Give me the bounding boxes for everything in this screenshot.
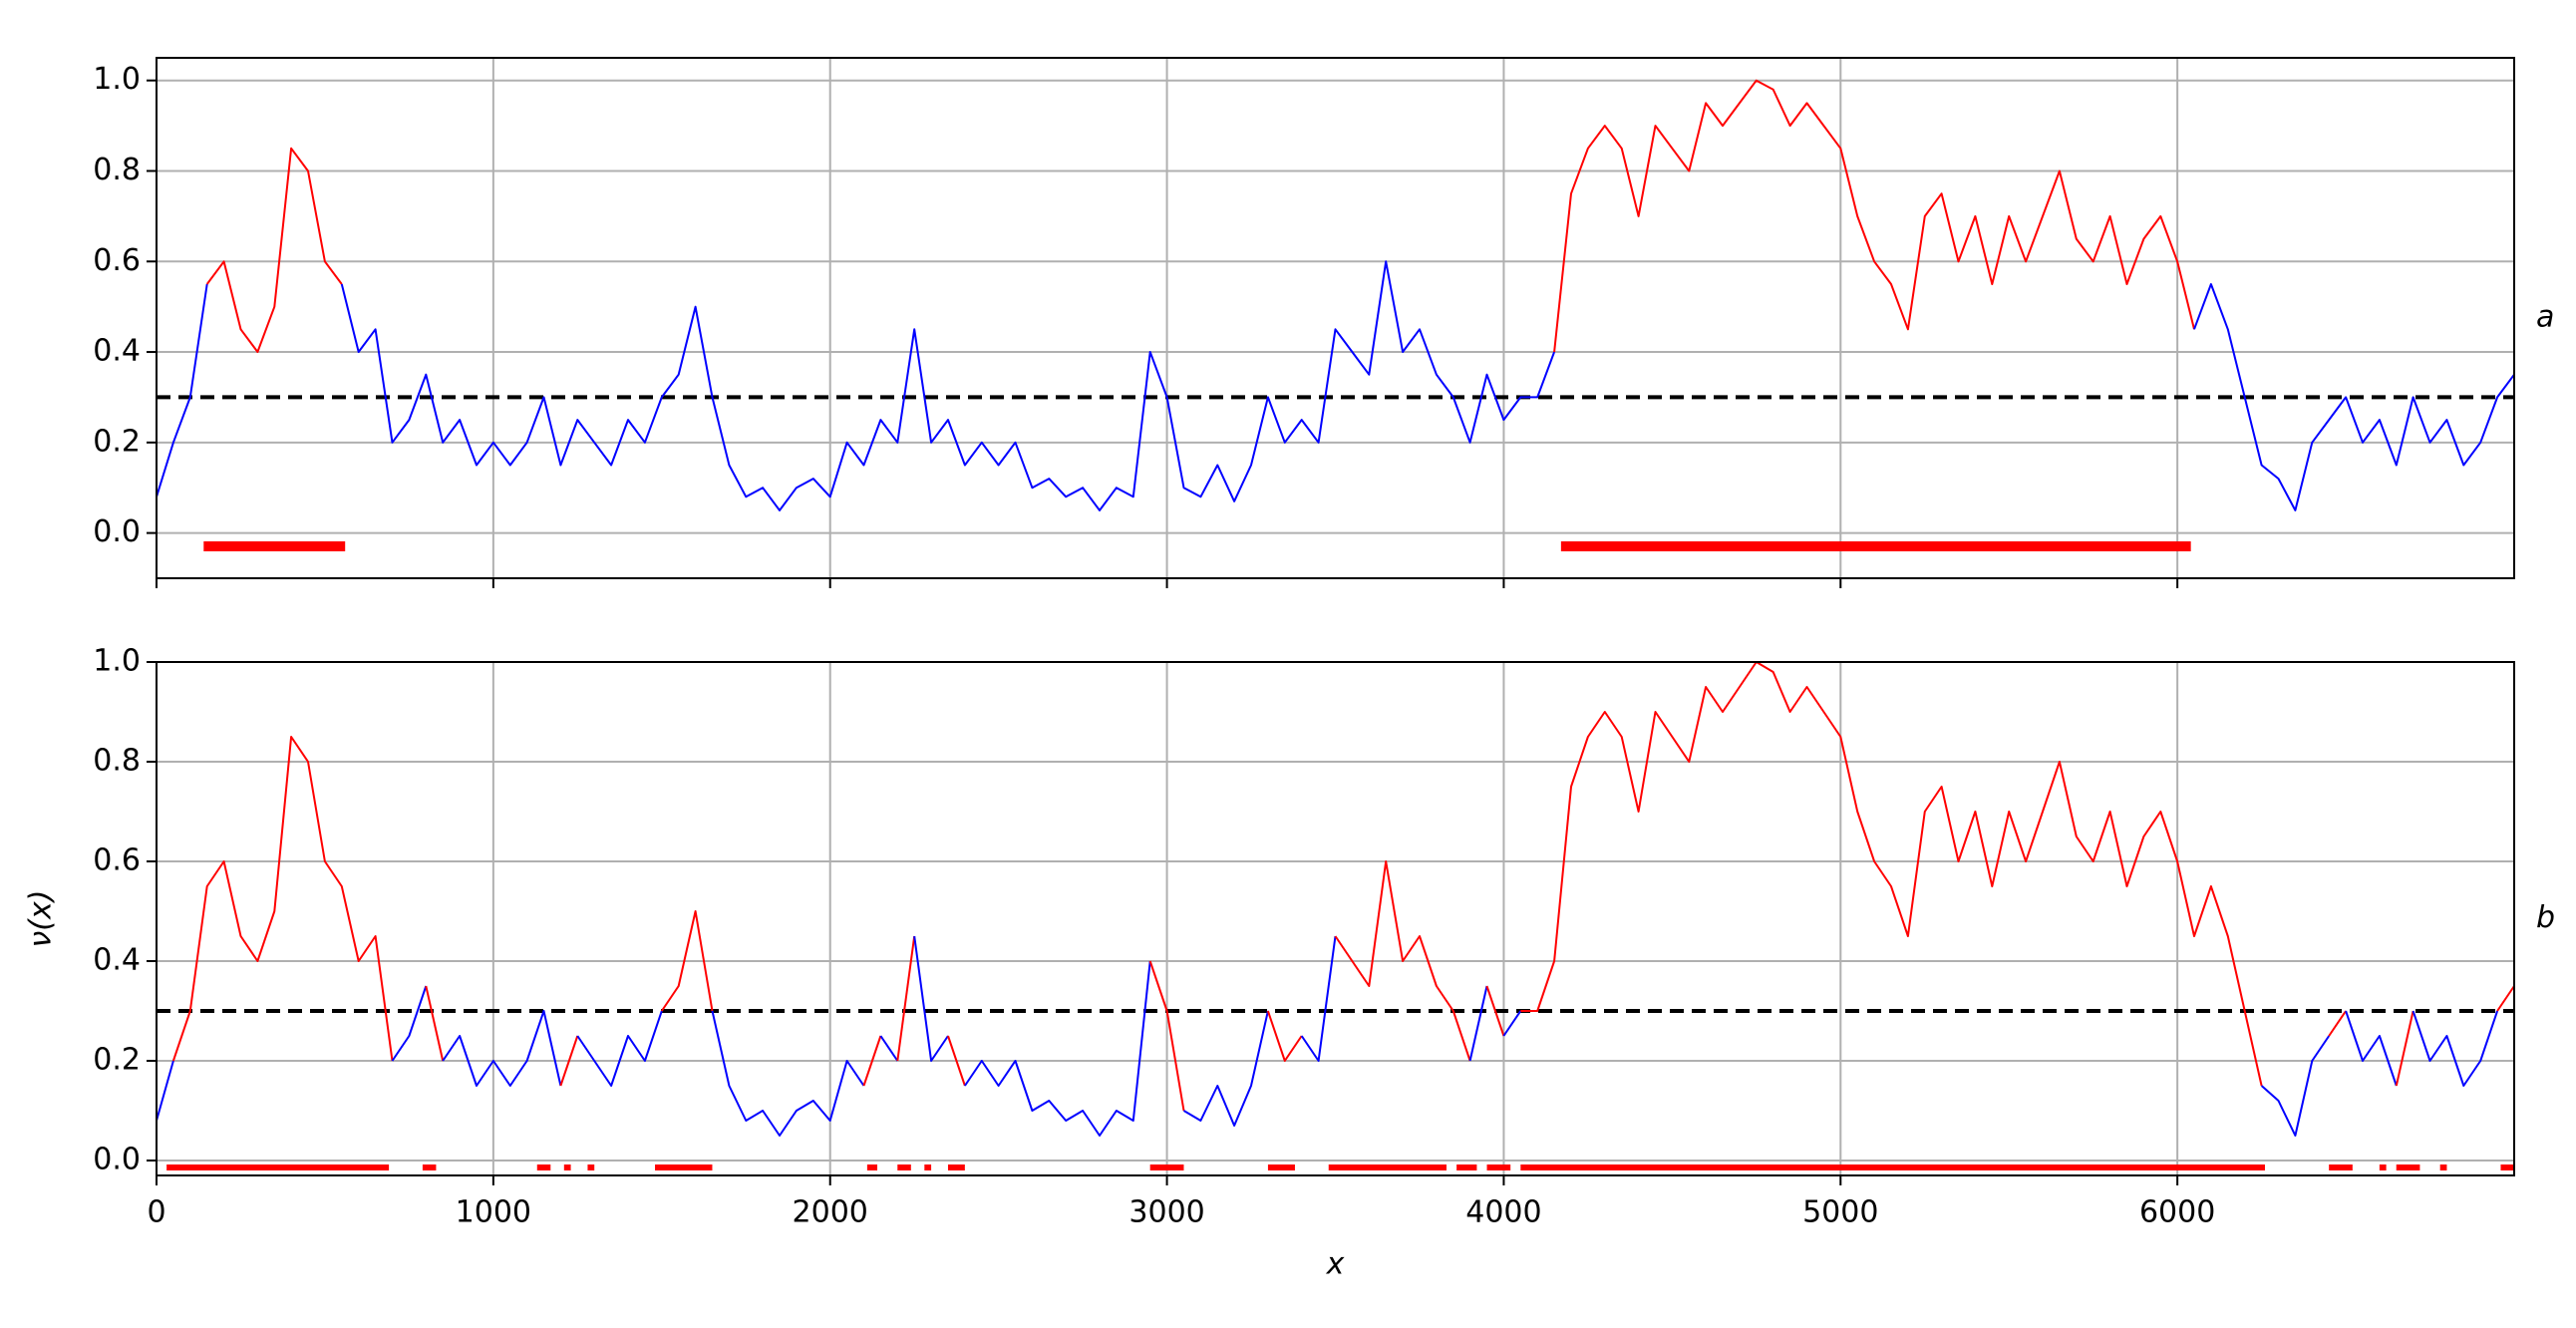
interval-bar <box>203 541 346 551</box>
line-piece <box>2395 1010 2415 1087</box>
interval-bar <box>1560 541 2191 551</box>
line-piece <box>913 935 949 1062</box>
line-piece <box>2345 1010 2398 1087</box>
axes-frame <box>156 661 2515 1176</box>
interval-bar <box>1520 1164 2265 1170</box>
interval-bar <box>2439 1164 2447 1170</box>
interval-bar <box>2379 1164 2387 1170</box>
line-piece <box>1468 985 1488 1062</box>
interval-bar <box>2329 1164 2353 1170</box>
interval-bar <box>655 1164 713 1170</box>
line-piece <box>425 985 445 1062</box>
line-piece <box>964 960 1151 1137</box>
line-piece <box>2496 985 2515 1012</box>
interval-bar <box>1486 1164 1511 1170</box>
x-tick-label: 5000 <box>1802 1195 1878 1230</box>
line-piece <box>156 283 208 498</box>
interval-bar <box>866 1164 878 1170</box>
y-axis-label: ν(x) <box>24 890 59 948</box>
interval-bar <box>422 1164 437 1170</box>
line-piece <box>2260 1035 2331 1137</box>
interval-bar <box>1456 1164 1477 1170</box>
y-tick-label: 1.0 <box>93 62 141 97</box>
panel-label: b <box>2536 900 2555 935</box>
line-piece <box>559 1035 579 1087</box>
line-piece <box>862 1035 882 1087</box>
y-tick-label: 0.4 <box>93 334 141 369</box>
line-piece <box>1148 960 1185 1112</box>
y-tick-label: 0.6 <box>93 843 141 878</box>
line-piece <box>879 1035 899 1062</box>
interval-bar <box>563 1164 571 1170</box>
interval-bar <box>924 1164 932 1170</box>
x-tick-label: 0 <box>147 1195 165 1230</box>
line-piece <box>340 260 1556 511</box>
axes-frame <box>156 57 2515 579</box>
x-tick-label: 2000 <box>793 1195 868 1230</box>
line-piece <box>1553 79 2195 353</box>
interval-bar <box>947 1164 965 1170</box>
interval-bar <box>1267 1164 1295 1170</box>
interval-bar <box>897 1164 911 1170</box>
x-tick-label: 6000 <box>2139 1195 2215 1230</box>
interval-bar <box>587 1164 595 1170</box>
y-tick-label: 1.0 <box>93 644 141 679</box>
line-piece <box>711 1010 865 1137</box>
y-tick-label: 0.0 <box>93 514 141 549</box>
y-tick-label: 0.2 <box>93 424 141 459</box>
panel-label: a <box>2536 300 2554 335</box>
interval-bar <box>2396 1164 2420 1170</box>
line-piece <box>1182 1010 1269 1127</box>
interval-bar <box>2500 1164 2514 1170</box>
y-tick-label: 0.2 <box>93 1043 141 1078</box>
y-tick-label: 0.8 <box>93 744 141 779</box>
line-piece <box>1485 985 1505 1037</box>
interval-bar <box>536 1164 551 1170</box>
interval-bar <box>1328 1164 1447 1170</box>
x-tick-label: 1000 <box>456 1195 531 1230</box>
y-tick-label: 0.4 <box>93 943 141 978</box>
line-piece <box>171 736 394 1062</box>
line-piece <box>205 147 343 353</box>
x-axis-label: x <box>1326 1247 1345 1282</box>
line-piece <box>1300 935 1337 1062</box>
line-piece <box>576 1010 663 1087</box>
line-piece <box>156 1060 174 1122</box>
line-piece <box>391 985 428 1062</box>
y-tick-label: 0.8 <box>93 153 141 187</box>
y-tick-label: 0.0 <box>93 1143 141 1177</box>
x-tick-label: 3000 <box>1128 1195 1204 1230</box>
line-piece <box>947 1035 966 1087</box>
line-piece <box>2193 283 2515 511</box>
line-piece <box>2328 1010 2347 1037</box>
line-piece <box>660 910 714 1012</box>
line-piece <box>442 1010 562 1087</box>
line-piece <box>1334 860 1471 1062</box>
y-tick-label: 0.6 <box>93 243 141 278</box>
line-piece <box>1520 661 2263 1087</box>
interval-bar <box>166 1164 390 1170</box>
line-piece <box>896 935 916 1062</box>
line-piece <box>1502 1010 1522 1037</box>
line-piece <box>1266 1010 1303 1062</box>
line-piece <box>2412 1010 2499 1087</box>
interval-bar <box>1149 1164 1184 1170</box>
x-tick-label: 4000 <box>1465 1195 1541 1230</box>
